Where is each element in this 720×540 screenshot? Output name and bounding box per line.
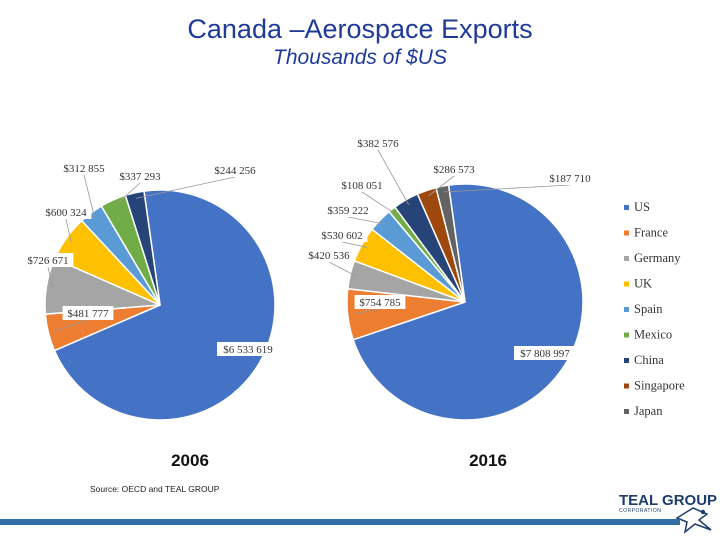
data-label-2006-china: $244 256 bbox=[214, 165, 256, 177]
teal-group-logo bbox=[675, 507, 712, 534]
data-label-bg bbox=[40, 205, 92, 219]
legend-swatch-spain bbox=[624, 307, 629, 312]
leader-line-2016-singapore bbox=[428, 175, 455, 197]
legend-swatch-uk bbox=[624, 281, 629, 287]
legend-swatch-singapore bbox=[624, 383, 629, 389]
legend-label-germany: Germany bbox=[634, 251, 681, 265]
data-label-2016-mexico: $108 051 bbox=[341, 180, 382, 192]
data-label-bg bbox=[544, 171, 596, 185]
year-label-2016: 2016 bbox=[469, 451, 507, 470]
bottom-accent-bar bbox=[0, 519, 680, 525]
legend-label-us: US bbox=[634, 200, 650, 214]
data-label-bg bbox=[114, 169, 166, 183]
data-label-bg bbox=[428, 162, 480, 176]
leader-line-2016-uk bbox=[341, 241, 368, 248]
data-label-bg bbox=[322, 203, 374, 217]
data-label-bg bbox=[22, 253, 74, 267]
data-label-2006-uk: $600 324 bbox=[45, 207, 87, 219]
data-label-bg bbox=[217, 342, 279, 356]
legend-label-china: China bbox=[634, 353, 664, 367]
pie-2016 bbox=[346, 183, 584, 421]
data-label-2006-france: $481 777 bbox=[67, 308, 109, 320]
data-label-2016-germany: $420 536 bbox=[308, 250, 350, 262]
legend-swatch-japan bbox=[624, 409, 629, 414]
leader-line-2006-spain bbox=[83, 174, 95, 218]
legend-swatch-us bbox=[624, 205, 629, 210]
legend-swatch-germany bbox=[624, 256, 629, 261]
leader-line-2006-uk bbox=[65, 218, 72, 242]
legend-label-france: France bbox=[634, 226, 668, 240]
labels-2006: $6 533 619 $481 777 $726 671 $600 324 $312 8… bbox=[22, 161, 279, 356]
legend-swatch-france bbox=[624, 230, 629, 236]
leader-line-2016-france bbox=[353, 308, 381, 315]
slice-2016-us bbox=[352, 183, 584, 421]
leader-line-2006-france bbox=[53, 319, 89, 332]
data-label-bg bbox=[62, 306, 114, 320]
data-label-2006-germany: $726 671 bbox=[27, 255, 68, 267]
leader-line-2016-japan bbox=[443, 184, 571, 193]
leader-line-2016-spain bbox=[347, 216, 385, 225]
source-note: Source: OECD and TEAL GROUP bbox=[90, 484, 220, 494]
leader-line-2006-china bbox=[135, 176, 236, 199]
data-label-bg bbox=[209, 163, 261, 177]
data-label-2006-spain: $312 855 bbox=[63, 163, 105, 175]
data-label-2016-japan: $187 710 bbox=[549, 173, 591, 185]
year-label-2006: 2006 bbox=[171, 451, 209, 470]
data-label-2016-singapore: $286 573 bbox=[433, 164, 475, 176]
data-label-bg bbox=[336, 178, 388, 192]
slice-2016-japan bbox=[435, 184, 466, 303]
legend-label-spain: Spain bbox=[634, 302, 663, 316]
pie-2006 bbox=[44, 189, 276, 421]
data-label-2016-spain: $359 222 bbox=[327, 205, 368, 217]
legend-label-mexico: Mexico bbox=[634, 328, 672, 342]
data-label-2016-us: $7 808 997 bbox=[520, 348, 570, 360]
data-label-bg bbox=[316, 228, 368, 242]
legend-swatch-mexico bbox=[624, 332, 629, 338]
legend-label-uk: UK bbox=[634, 277, 652, 291]
logo-subtitle: CORPORATION bbox=[619, 508, 662, 514]
data-label-2016-china: $382 576 bbox=[357, 138, 399, 150]
leader-line-2006-mexico bbox=[115, 182, 141, 206]
data-label-bg bbox=[58, 161, 110, 175]
labels-2016: $7 808 997 $754 785 $420 536 $530 602 $359 2… bbox=[303, 136, 596, 360]
data-label-2016-uk: $530 602 bbox=[321, 230, 362, 242]
leader-line-2016-germany bbox=[328, 261, 357, 277]
logo-name: TEAL GROUP bbox=[619, 492, 718, 509]
data-label-2016-france: $754 785 bbox=[359, 297, 401, 309]
data-label-2006-mexico: $337 293 bbox=[119, 171, 161, 183]
chart-subtitle: Thousands of $US bbox=[273, 46, 447, 69]
data-label-bg bbox=[352, 136, 404, 150]
data-label-bg bbox=[514, 346, 576, 360]
leader-line-2016-mexico bbox=[361, 191, 396, 215]
data-label-bg bbox=[303, 248, 355, 262]
chart-title: Canada –Aerospace Exports bbox=[187, 14, 533, 44]
legend: US France Germany UK Spain Mexico China Singapo… bbox=[624, 200, 685, 418]
leader-line-2006-germany bbox=[47, 266, 53, 287]
legend-label-japan: Japan bbox=[634, 404, 663, 418]
slice-2006-us bbox=[53, 189, 276, 421]
data-label-2006-us: $6 533 619 bbox=[223, 344, 273, 356]
slice-2006-china bbox=[124, 190, 161, 306]
legend-label-singapore: Singapore bbox=[634, 379, 685, 393]
data-label-bg bbox=[354, 295, 406, 309]
legend-swatch-china bbox=[624, 358, 629, 363]
leader-line-2016-china bbox=[377, 149, 410, 206]
